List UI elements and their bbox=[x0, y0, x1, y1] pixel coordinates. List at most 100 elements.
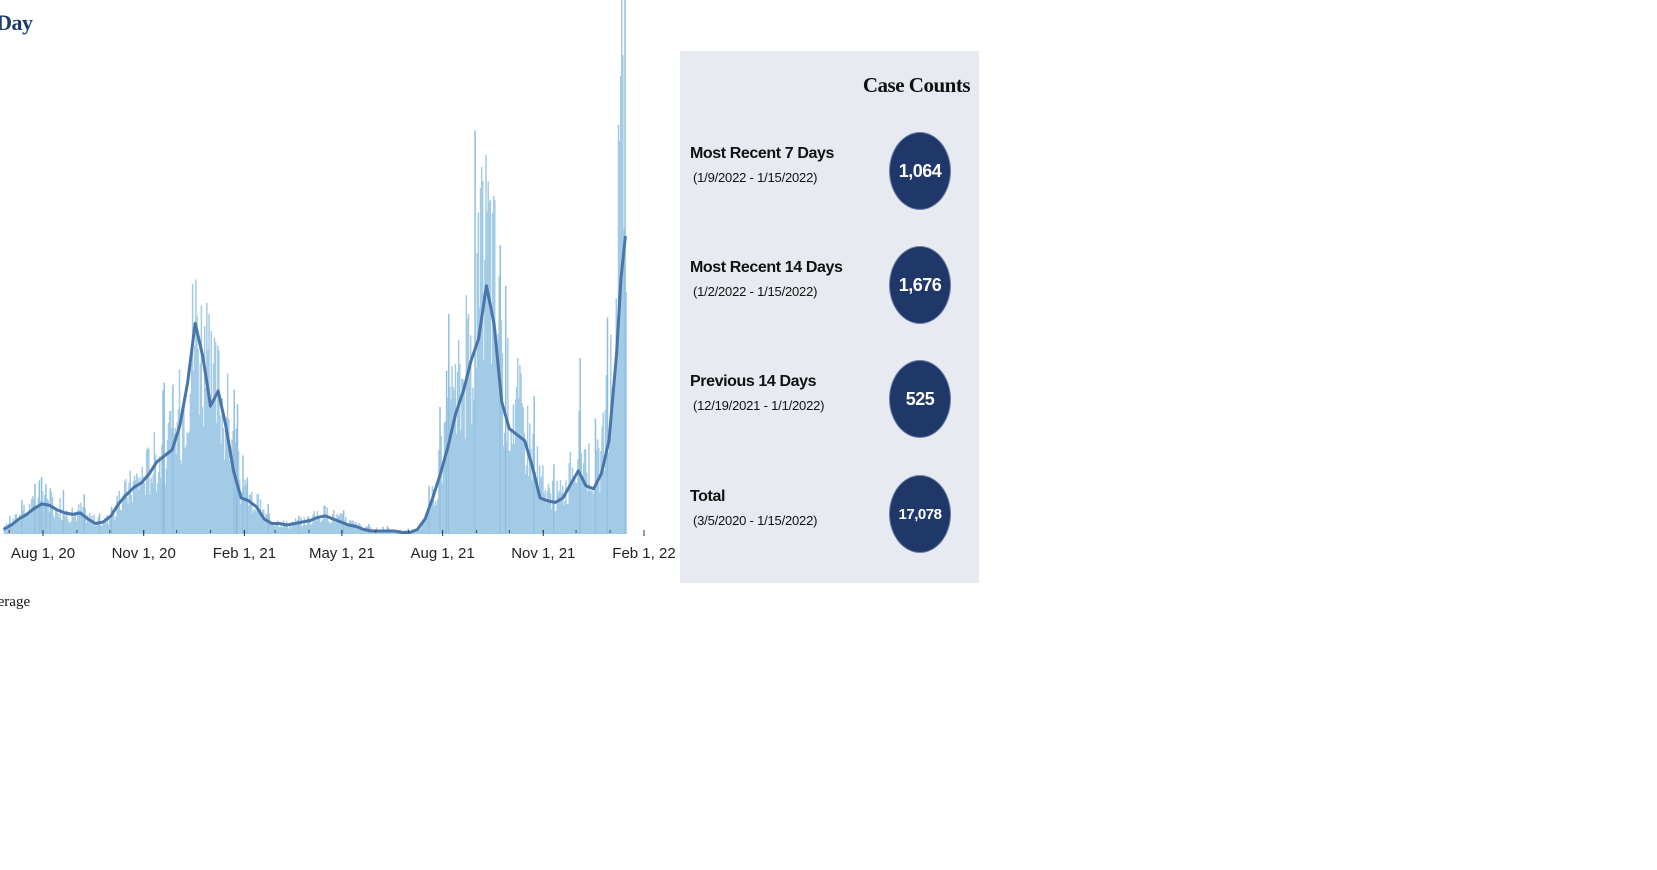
daily-bar bbox=[547, 483, 550, 534]
daily-bar bbox=[33, 499, 35, 534]
daily-bar bbox=[128, 482, 130, 534]
daily-bar bbox=[160, 477, 162, 534]
daily-bar bbox=[564, 501, 566, 534]
daily-bar bbox=[501, 353, 504, 534]
daily-bar bbox=[80, 502, 82, 534]
daily-bar bbox=[450, 399, 452, 534]
daily-bar bbox=[333, 509, 335, 534]
daily-bar bbox=[257, 494, 260, 534]
daily-bar bbox=[52, 515, 55, 534]
daily-bar bbox=[561, 485, 564, 534]
daily-bar bbox=[101, 525, 103, 534]
daily-bar bbox=[184, 448, 186, 534]
daily-bar bbox=[471, 424, 473, 534]
daily-bar bbox=[172, 384, 174, 534]
daily-bar bbox=[353, 523, 356, 534]
daily-bar bbox=[431, 486, 434, 534]
daily-bar bbox=[608, 432, 611, 534]
daily-bar bbox=[110, 506, 113, 534]
daily-bar bbox=[535, 486, 538, 534]
daily-bar bbox=[559, 480, 562, 534]
daily-bar bbox=[196, 315, 198, 534]
daily-bar bbox=[189, 393, 192, 534]
daily-bar bbox=[166, 439, 169, 534]
daily-bar bbox=[23, 504, 25, 534]
daily-bar bbox=[301, 527, 303, 534]
stat-row-14-days: Most Recent 14 Days (1/2/2022 - 1/15/202… bbox=[690, 247, 970, 339]
daily-bar bbox=[473, 400, 475, 534]
daily-bar bbox=[478, 307, 481, 534]
daily-bar bbox=[475, 367, 477, 534]
daily-bar bbox=[557, 492, 560, 534]
daily-bar bbox=[290, 526, 292, 534]
daily-bar bbox=[223, 459, 226, 534]
daily-bar bbox=[311, 523, 313, 534]
daily-bar bbox=[37, 497, 40, 534]
daily-bar bbox=[207, 349, 209, 534]
daily-bar bbox=[595, 450, 598, 534]
daily-bar bbox=[121, 500, 124, 534]
stat-label: Previous 14 Days bbox=[690, 373, 817, 390]
daily-bar bbox=[448, 314, 450, 534]
daily-bar bbox=[255, 511, 257, 534]
daily-bar bbox=[529, 423, 531, 534]
daily-bar bbox=[302, 524, 304, 534]
daily-bar bbox=[454, 363, 457, 534]
daily-bar bbox=[317, 516, 320, 534]
daily-bar bbox=[131, 502, 134, 534]
daily-bar bbox=[512, 404, 515, 534]
daily-bar bbox=[75, 521, 78, 534]
daily-bar bbox=[554, 511, 556, 534]
daily-bar bbox=[423, 520, 426, 534]
daily-bar bbox=[362, 527, 365, 534]
daily-bar bbox=[575, 482, 577, 534]
daily-bar bbox=[277, 520, 279, 534]
daily-bar bbox=[507, 338, 509, 534]
daily-bar bbox=[57, 513, 59, 534]
daily-bar bbox=[226, 373, 229, 534]
daily-bar bbox=[474, 130, 476, 534]
x-tick-label: Nov 1, 20 bbox=[112, 545, 176, 562]
daily-bar bbox=[103, 521, 105, 534]
daily-bar bbox=[455, 433, 458, 534]
daily-bar bbox=[461, 378, 463, 534]
daily-bar bbox=[433, 505, 436, 534]
daily-bar bbox=[464, 439, 466, 534]
daily-bar bbox=[414, 531, 416, 534]
daily-bar bbox=[327, 521, 330, 534]
daily-bar bbox=[67, 518, 69, 534]
daily-bar bbox=[126, 497, 128, 534]
daily-bar bbox=[432, 488, 435, 534]
daily-bar bbox=[150, 477, 152, 534]
daily-bar bbox=[224, 429, 227, 534]
daily-bar bbox=[513, 444, 516, 534]
daily-bar bbox=[30, 498, 33, 534]
daily-bar bbox=[222, 427, 225, 534]
daily-bar bbox=[46, 498, 48, 534]
daily-bar bbox=[488, 201, 491, 534]
cases-chart: Aug 1, 20 Nov 1, 20 Feb 1, 21 May 1, 21 Aug … bbox=[2, 0, 676, 562]
daily-bar bbox=[287, 527, 289, 534]
daily-bar bbox=[624, 0, 626, 534]
daily-bar bbox=[244, 479, 246, 534]
daily-bar bbox=[349, 520, 352, 534]
daily-bar bbox=[203, 326, 206, 534]
daily-bar bbox=[49, 488, 52, 534]
daily-bar bbox=[361, 527, 364, 534]
daily-bar bbox=[567, 504, 569, 534]
daily-bar bbox=[259, 499, 262, 534]
daily-bar bbox=[153, 431, 156, 534]
daily-bar bbox=[460, 429, 462, 534]
daily-bar bbox=[498, 276, 500, 534]
daily-bar bbox=[268, 513, 270, 534]
daily-bar bbox=[13, 522, 15, 534]
daily-bar bbox=[282, 520, 285, 534]
daily-bar bbox=[582, 463, 585, 534]
daily-bar bbox=[467, 313, 470, 534]
daily-bar bbox=[26, 512, 29, 534]
daily-bar bbox=[560, 493, 563, 534]
daily-bar bbox=[322, 519, 324, 534]
daily-bar bbox=[214, 342, 217, 534]
daily-bar bbox=[97, 516, 100, 534]
daily-bar bbox=[29, 514, 32, 534]
